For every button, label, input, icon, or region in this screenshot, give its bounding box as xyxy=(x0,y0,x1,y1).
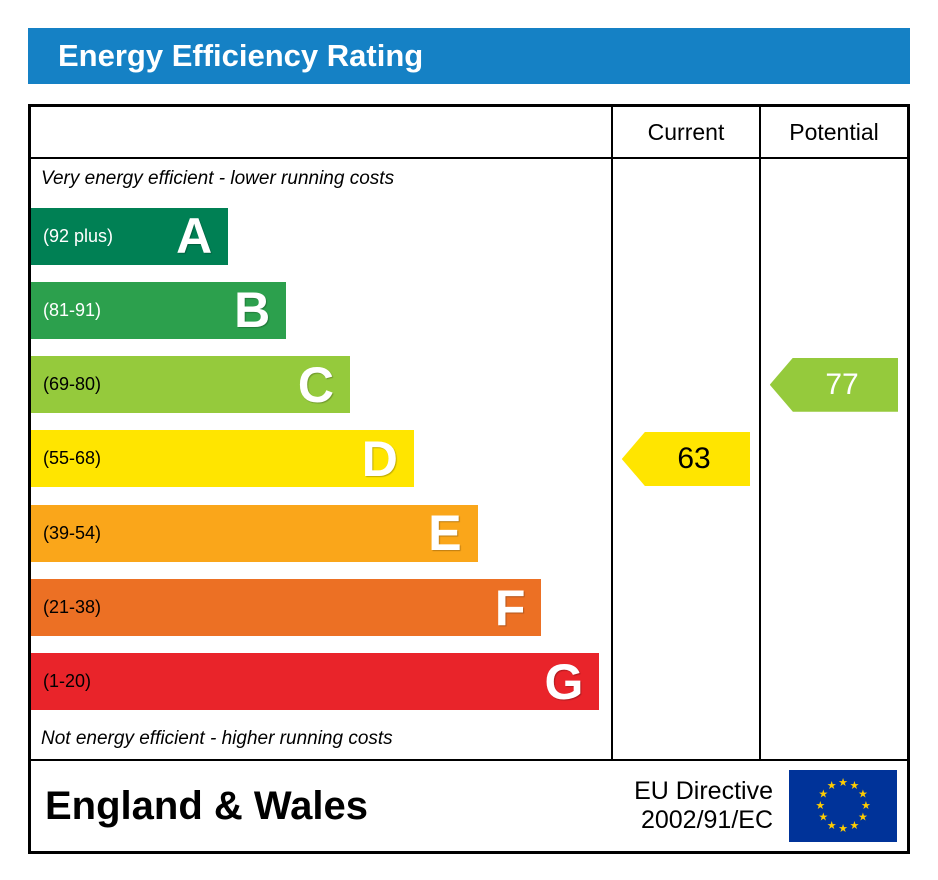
potential-column: 77 xyxy=(759,159,907,759)
eu-directive-line1: EU Directive xyxy=(634,777,773,806)
band-range-label: (69-80) xyxy=(43,374,102,395)
footer: England & Wales EU Directive 2002/91/EC … xyxy=(31,759,907,851)
band-range-label: (39-54) xyxy=(43,522,102,543)
potential-column-rows: 77 xyxy=(761,199,907,719)
svg-text:★: ★ xyxy=(838,823,848,835)
svg-text:★: ★ xyxy=(838,777,848,789)
band-row: (39-54) E xyxy=(31,496,611,570)
band-range-label: (55-68) xyxy=(43,448,102,469)
current-rating-arrow: 63 xyxy=(621,431,751,486)
eu-directive-label: EU Directive 2002/91/EC xyxy=(634,777,787,835)
potential-rating-arrow: 77 xyxy=(769,357,899,412)
band-bar-f: (21-38) F xyxy=(31,579,542,637)
arrow-slot xyxy=(613,199,759,273)
arrow-slot xyxy=(761,273,907,347)
svg-text:★: ★ xyxy=(818,789,828,801)
band-letter: E xyxy=(428,505,462,562)
band-row: (55-68) D xyxy=(31,422,611,496)
caption-top: Very energy efficient - lower running co… xyxy=(41,168,395,189)
arrow-slot xyxy=(613,496,759,570)
current-column-top-spacer xyxy=(613,159,759,199)
arrow-slot xyxy=(761,496,907,570)
band-letter: B xyxy=(234,282,271,339)
eu-flag-icon: ★ ★ ★ ★ ★ ★ ★ ★ ★ ★ ★ ★ xyxy=(787,770,899,842)
band-letter: C xyxy=(297,356,334,413)
potential-column-top-spacer xyxy=(761,159,907,199)
band-range-label: (81-91) xyxy=(43,299,102,320)
band-bar-e: (39-54) E xyxy=(31,504,478,562)
table-header-row: Current Potential xyxy=(31,107,907,159)
arrow-slot: 63 xyxy=(613,422,759,496)
svg-text:★: ★ xyxy=(827,780,837,792)
arrow-slot xyxy=(613,645,759,719)
svg-text:★: ★ xyxy=(861,800,871,812)
band-bar-d: (55-68) D xyxy=(31,430,414,488)
arrow-slot: 77 xyxy=(761,348,907,422)
band-range-label: (1-20) xyxy=(43,671,92,692)
potential-column-bottom-spacer xyxy=(761,719,907,759)
current-column-bottom-spacer xyxy=(613,719,759,759)
svg-text:★: ★ xyxy=(815,800,825,812)
svg-text:★: ★ xyxy=(850,820,860,832)
arrow-slot xyxy=(613,273,759,347)
title-bar: Energy Efficiency Rating xyxy=(28,28,910,84)
arrow-slot xyxy=(613,348,759,422)
band-row: (21-38) F xyxy=(31,570,611,644)
band-row: (69-80) C xyxy=(31,348,611,422)
band-range-label: (92 plus) xyxy=(43,225,114,246)
eu-flag-field xyxy=(789,770,897,842)
region-label: England & Wales xyxy=(45,783,369,828)
arrow-slot xyxy=(761,422,907,496)
table-body: Very energy efficient - lower running co… xyxy=(31,159,907,759)
band-chart-column: Very energy efficient - lower running co… xyxy=(31,159,611,759)
chart-header-spacer xyxy=(31,107,611,157)
arrow-slot xyxy=(761,199,907,273)
band-row: (92 plus) A xyxy=(31,199,611,273)
band-bar-b: (81-91) B xyxy=(31,281,287,339)
band-letter: D xyxy=(361,430,398,487)
arrow-slot xyxy=(761,570,907,644)
band-rows: (92 plus) A (81-91) B (69-80) C (55-68) D (39-54… xyxy=(31,199,611,719)
band-row: (1-20) G xyxy=(31,645,611,719)
rating-table: Current Potential Very energy efficient … xyxy=(28,104,910,854)
band-bar-a: (92 plus) A xyxy=(31,207,229,265)
page-title: Energy Efficiency Rating xyxy=(58,38,424,73)
band-bar-c: (69-80) C xyxy=(31,356,350,414)
band-range-label: (21-38) xyxy=(43,597,102,618)
current-column: 63 xyxy=(611,159,759,759)
arrow-slot xyxy=(613,570,759,644)
band-letter: G xyxy=(544,653,584,710)
caption-bottom: Not energy efficient - higher running co… xyxy=(41,728,393,749)
potential-column-header: Potential xyxy=(759,107,907,157)
arrow-slot xyxy=(761,645,907,719)
svg-text:★: ★ xyxy=(858,811,868,823)
band-bar-g: (1-20) G xyxy=(31,653,600,711)
current-column-rows: 63 xyxy=(613,199,759,719)
svg-text:★: ★ xyxy=(818,811,828,823)
band-row: (81-91) B xyxy=(31,273,611,347)
band-letter: A xyxy=(176,208,213,265)
eu-directive-line2: 2002/91/EC xyxy=(640,806,773,834)
svg-text:★: ★ xyxy=(858,789,868,801)
svg-text:★: ★ xyxy=(827,820,837,832)
svg-text:★: ★ xyxy=(850,780,860,792)
band-letter: F xyxy=(494,579,526,636)
current-column-header: Current xyxy=(611,107,759,157)
